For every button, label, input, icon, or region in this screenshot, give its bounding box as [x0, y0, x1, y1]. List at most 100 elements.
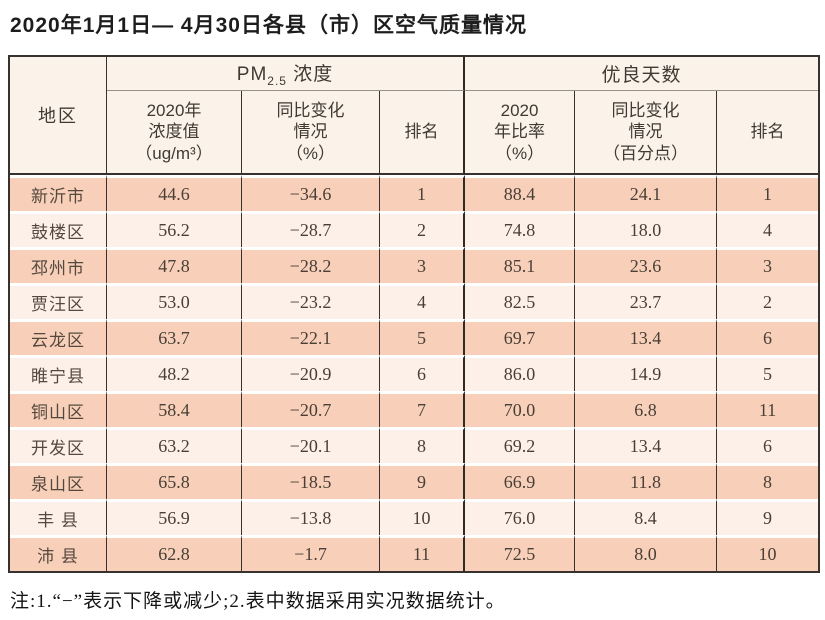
value-cell: 8.4: [575, 499, 718, 536]
value-cell: 6: [380, 355, 466, 392]
value-cell: 8.0: [575, 535, 718, 572]
value-cell: 44.6: [107, 175, 242, 212]
value-cell: 7: [380, 391, 466, 428]
col-header-gooddays-rank: 排名: [717, 91, 819, 176]
value-cell: 13.4: [575, 427, 718, 464]
value-cell: −18.5: [242, 463, 380, 500]
value-cell: 74.8: [465, 211, 576, 248]
table-header: 地区 PM2.5 浓度 优良天数 2020年 浓度值 （ug/m³） 同比变化 …: [10, 57, 819, 176]
table-row: 开发区 63.2 −20.1 8 69.2 13.4 6: [10, 427, 819, 464]
table-body: 新沂市 44.6 −34.6 1 88.4 24.1 1 鼓楼区 56.2 −28.7 2 74.8 1…: [10, 175, 819, 572]
value-cell: 1: [380, 175, 466, 212]
region-cell: 新沂市: [10, 175, 107, 212]
value-cell: 11: [717, 391, 819, 428]
value-cell: 66.9: [465, 463, 576, 500]
pm25-label-suffix: 浓度: [286, 64, 334, 86]
value-cell: 10: [380, 499, 466, 536]
table-row: 沛 县 62.8 −1.7 11 72.5 8.0 10: [10, 535, 819, 572]
value-cell: 14.9: [575, 355, 718, 392]
region-cell: 鼓楼区: [10, 211, 107, 248]
region-cell: 开发区: [10, 427, 107, 464]
value-cell: 65.8: [107, 463, 242, 500]
value-cell: 47.8: [107, 247, 242, 284]
region-cell: 邳州市: [10, 247, 107, 284]
page-title: 2020年1月1日— 4月30日各县（市）区空气质量情况: [10, 14, 527, 37]
region-cell: 沛 县: [10, 535, 107, 572]
value-cell: 48.2: [107, 355, 242, 392]
value-cell: 11: [380, 535, 466, 572]
table-row: 铜山区 58.4 −20.7 7 70.0 6.8 11: [10, 391, 819, 428]
value-cell: 82.5: [465, 283, 576, 320]
value-cell: −20.7: [242, 391, 380, 428]
value-cell: 76.0: [465, 499, 576, 536]
col-header-pm25-value: 2020年 浓度值 （ug/m³）: [107, 91, 242, 176]
value-cell: 72.5: [465, 535, 576, 572]
value-cell: −13.8: [242, 499, 380, 536]
value-cell: 5: [380, 319, 466, 356]
region-cell: 铜山区: [10, 391, 107, 428]
value-cell: 53.0: [107, 283, 242, 320]
table-row: 睢宁县 48.2 −20.9 6 86.0 14.9 5: [10, 355, 819, 392]
value-cell: 9: [380, 463, 466, 500]
col-group-pm25: PM2.5 浓度: [107, 57, 466, 92]
value-cell: 4: [380, 283, 466, 320]
value-cell: −34.6: [242, 175, 380, 212]
value-cell: 11.8: [575, 463, 718, 500]
table-row: 泉山区 65.8 −18.5 9 66.9 11.8 8: [10, 463, 819, 500]
table-row: 新沂市 44.6 −34.6 1 88.4 24.1 1: [10, 175, 819, 212]
pm25-label-subscript: 2.5: [267, 74, 287, 89]
region-cell: 贾汪区: [10, 283, 107, 320]
group-header-row: 地区 PM2.5 浓度 优良天数: [10, 57, 819, 176]
value-cell: 9: [717, 499, 819, 536]
region-cell: 云龙区: [10, 319, 107, 356]
value-cell: 58.4: [107, 391, 242, 428]
value-cell: 8: [717, 463, 819, 500]
value-cell: 85.1: [465, 247, 576, 284]
value-cell: 86.0: [465, 355, 576, 392]
col-header-gooddays-change: 同比变化 情况 （百分点）: [575, 91, 718, 176]
value-cell: −28.7: [242, 211, 380, 248]
value-cell: 1: [717, 175, 819, 212]
col-header-gooddays-rate: 2020 年比率 （%）: [465, 91, 576, 176]
col-header-pm25-yoy-change: 同比变化 情况 （%）: [242, 91, 380, 176]
value-cell: 10: [717, 535, 819, 572]
table-row: 鼓楼区 56.2 −28.7 2 74.8 18.0 4: [10, 211, 819, 248]
value-cell: 24.1: [575, 175, 718, 212]
value-cell: 88.4: [465, 175, 576, 212]
footnote: 注:1.“−”表示下降或减少;2.表中数据采用实况数据统计。: [10, 591, 506, 613]
value-cell: 5: [717, 355, 819, 392]
col-group-good-days: 优良天数: [465, 57, 819, 92]
value-cell: 69.7: [465, 319, 576, 356]
value-cell: 3: [717, 247, 819, 284]
value-cell: −23.2: [242, 283, 380, 320]
value-cell: 2: [717, 283, 819, 320]
value-cell: −22.1: [242, 319, 380, 356]
value-cell: 2: [380, 211, 466, 248]
value-cell: 6.8: [575, 391, 718, 428]
col-header-region: 地区: [10, 57, 107, 176]
value-cell: 23.7: [575, 283, 718, 320]
region-cell: 睢宁县: [10, 355, 107, 392]
table-row: 云龙区 63.7 −22.1 5 69.7 13.4 6: [10, 319, 819, 356]
value-cell: 4: [717, 211, 819, 248]
value-cell: 56.2: [107, 211, 242, 248]
value-cell: −20.9: [242, 355, 380, 392]
value-cell: 6: [717, 319, 819, 356]
col-header-pm25-rank: 排名: [380, 91, 466, 176]
value-cell: 6: [717, 427, 819, 464]
value-cell: 56.9: [107, 499, 242, 536]
value-cell: 13.4: [575, 319, 718, 356]
value-cell: 70.0: [465, 391, 576, 428]
value-cell: −1.7: [242, 535, 380, 572]
value-cell: 63.2: [107, 427, 242, 464]
region-cell: 丰 县: [10, 499, 107, 536]
table-row: 丰 县 56.9 −13.8 10 76.0 8.4 9: [10, 499, 819, 536]
value-cell: 8: [380, 427, 466, 464]
value-cell: 18.0: [575, 211, 718, 248]
value-cell: 63.7: [107, 319, 242, 356]
value-cell: 62.8: [107, 535, 242, 572]
value-cell: 69.2: [465, 427, 576, 464]
region-cell: 泉山区: [10, 463, 107, 500]
value-cell: 23.6: [575, 247, 718, 284]
